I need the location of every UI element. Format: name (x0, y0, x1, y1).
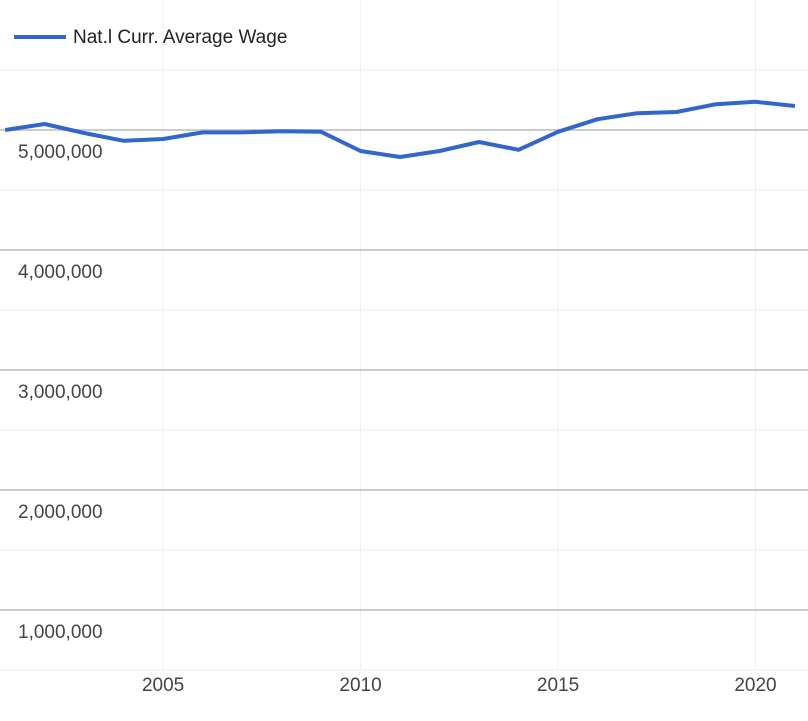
x-tick-label: 2020 (734, 675, 776, 696)
x-tick-label: 2010 (339, 675, 381, 696)
legend-label: Nat.l Curr. Average Wage (73, 27, 287, 48)
y-tick-label: 1,000,000 (18, 622, 103, 643)
x-tick-label: 2015 (537, 675, 579, 696)
y-tick-label: 4,000,000 (18, 262, 103, 283)
y-tick-label: 3,000,000 (18, 382, 103, 403)
y-tick-label: 2,000,000 (18, 502, 103, 523)
x-tick-label: 2005 (142, 675, 184, 696)
y-tick-label: 5,000,000 (18, 142, 103, 163)
data-line (4, 99, 796, 159)
